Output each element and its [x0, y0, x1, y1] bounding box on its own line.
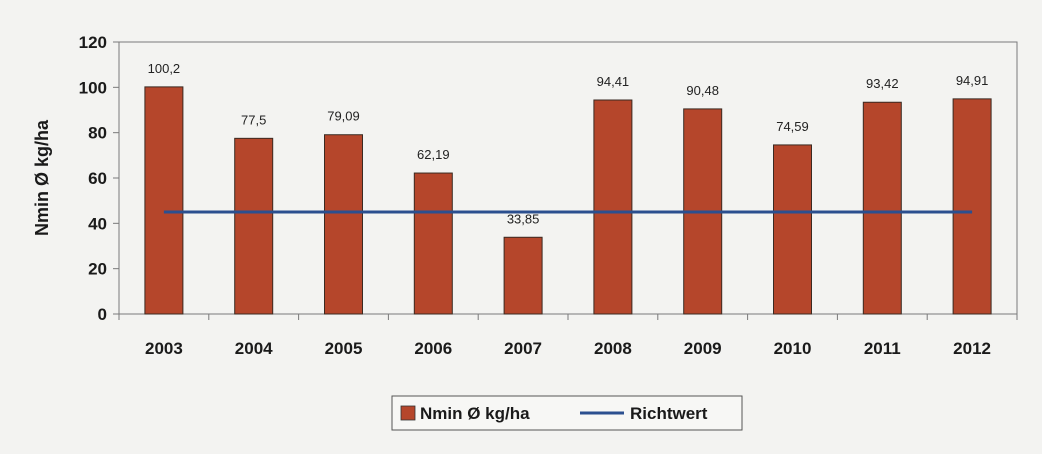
y-tick-label: 20: [88, 260, 107, 279]
data-label: 33,85: [507, 211, 540, 226]
legend-label-nmin: Nmin Ø kg/ha: [420, 404, 530, 423]
x-tick-label: 2008: [594, 339, 632, 358]
data-label: 94,91: [956, 73, 989, 88]
data-label: 79,09: [327, 109, 360, 124]
bar-series: [144, 86, 992, 315]
y-axis-title: Nmin Ø kg/ha: [32, 119, 52, 236]
x-tick-label: 2005: [325, 339, 363, 358]
x-axis: 2003 2004 2005 2006 2007 2008 2009 2010 2011 2012: [118, 314, 1018, 358]
data-label: 74,59: [776, 119, 809, 134]
x-tick-label: 2007: [504, 339, 542, 358]
y-axis: 0 20 40 60 80 100 120: [79, 33, 119, 324]
x-tick-label: 2010: [774, 339, 812, 358]
x-tick-label: 2003: [145, 339, 183, 358]
data-label: 93,42: [866, 76, 899, 91]
y-tick-label: 0: [98, 305, 107, 324]
y-tick-label: 60: [88, 169, 107, 188]
bar: [862, 101, 902, 315]
legend-label-richtwert: Richtwert: [630, 404, 708, 423]
x-tick-label: 2009: [684, 339, 722, 358]
legend-frame: [391, 395, 743, 431]
data-label: 90,48: [686, 83, 719, 98]
y-tick-label: 80: [88, 124, 107, 143]
data-label: 100,2: [148, 61, 181, 76]
bar: [324, 134, 363, 315]
data-label: 77,5: [241, 112, 266, 127]
y-tick-label: 40: [88, 214, 107, 233]
y-tick-label: 100: [79, 78, 107, 97]
x-tick-label: 2006: [414, 339, 452, 358]
bar: [144, 86, 184, 315]
legend-swatch-bar: [400, 405, 416, 421]
data-label: 94,41: [597, 74, 630, 89]
bar: [234, 137, 274, 315]
bar: [952, 98, 992, 315]
bar: [503, 236, 543, 315]
data-label: 62,19: [417, 147, 450, 162]
bar: [413, 172, 453, 315]
y-tick-label: 120: [79, 33, 107, 52]
x-tick-label: 2012: [953, 339, 991, 358]
legend: Nmin Ø kg/ha Richtwert: [391, 395, 743, 431]
bar: [773, 144, 812, 315]
data-labels: 100,2 77,5 79,09 62,19 33,85 94,41 90,48 74,59 9…: [148, 61, 989, 226]
x-tick-label: 2011: [864, 339, 901, 358]
x-tick-label: 2004: [235, 339, 273, 358]
bar: [593, 99, 633, 315]
